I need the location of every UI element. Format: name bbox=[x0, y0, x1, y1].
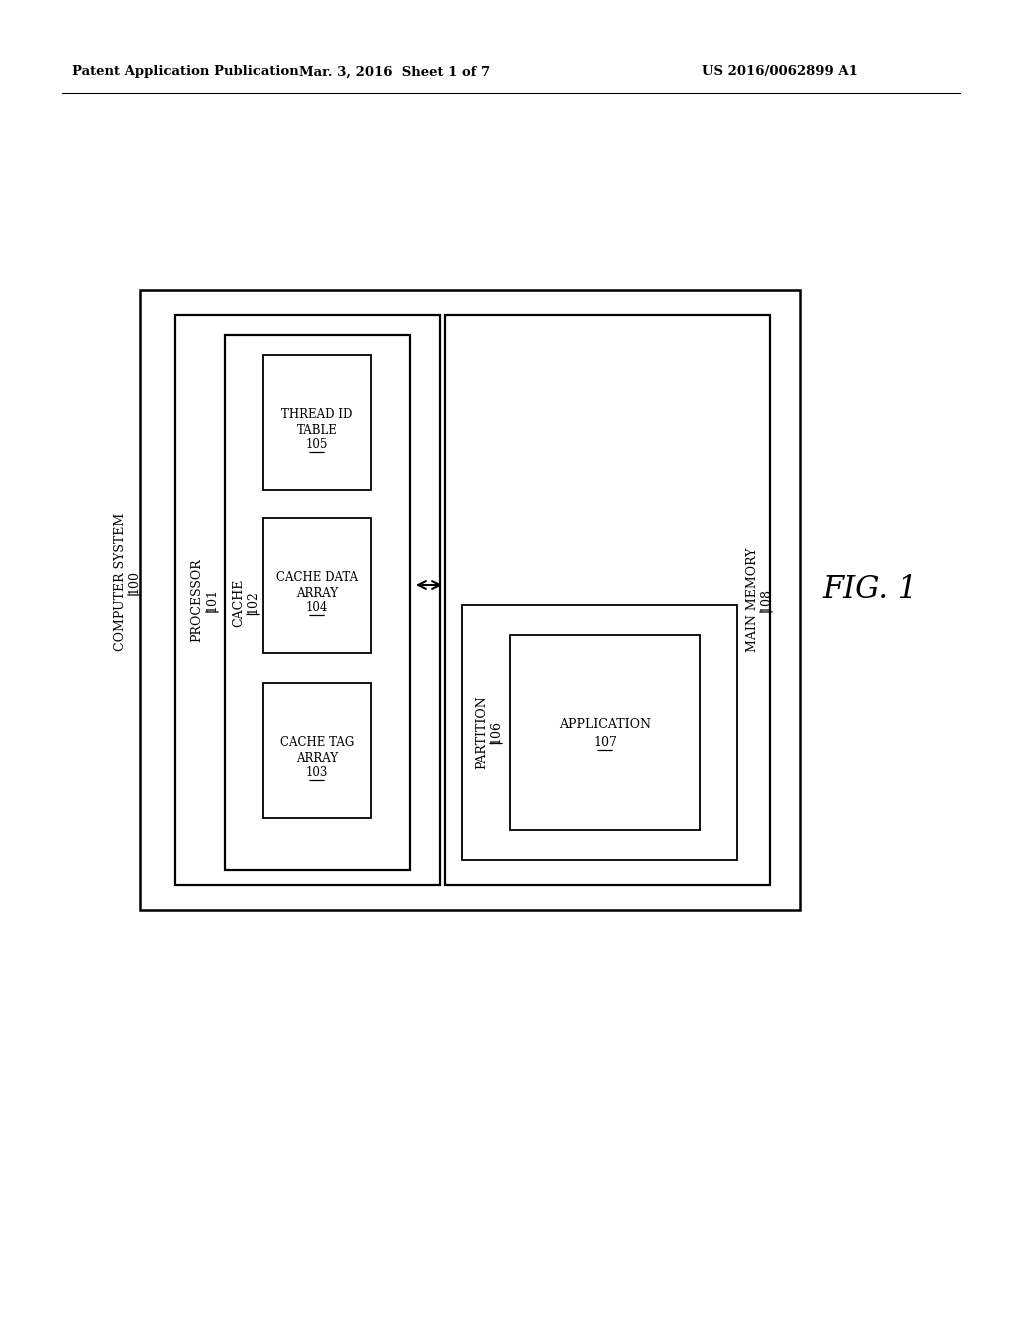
Text: CACHE DATA: CACHE DATA bbox=[275, 572, 358, 583]
Bar bbox=[225, 335, 410, 870]
Bar bbox=[462, 605, 737, 861]
Text: 102: 102 bbox=[247, 590, 259, 614]
Bar bbox=[263, 355, 371, 490]
Text: THREAD ID: THREAD ID bbox=[282, 408, 352, 421]
Bar bbox=[140, 290, 800, 909]
Text: 108: 108 bbox=[760, 587, 772, 612]
Bar bbox=[263, 517, 371, 653]
Text: APPLICATION: APPLICATION bbox=[559, 718, 651, 731]
Text: PARTITION: PARTITION bbox=[475, 696, 488, 770]
Text: 105: 105 bbox=[306, 438, 328, 451]
Text: MAIN MEMORY: MAIN MEMORY bbox=[745, 548, 759, 652]
Text: 106: 106 bbox=[489, 721, 503, 744]
Bar bbox=[445, 315, 770, 884]
Text: ARRAY: ARRAY bbox=[296, 752, 338, 766]
Text: US 2016/0062899 A1: US 2016/0062899 A1 bbox=[702, 66, 858, 78]
Bar bbox=[510, 635, 700, 830]
Text: PROCESSOR: PROCESSOR bbox=[190, 558, 204, 642]
Text: ARRAY: ARRAY bbox=[296, 587, 338, 601]
Text: 103: 103 bbox=[306, 766, 328, 779]
Text: 100: 100 bbox=[128, 570, 140, 594]
Text: CACHE: CACHE bbox=[232, 578, 246, 627]
Text: COMPUTER SYSTEM: COMPUTER SYSTEM bbox=[114, 513, 127, 651]
Text: 104: 104 bbox=[306, 601, 328, 614]
Text: CACHE TAG: CACHE TAG bbox=[280, 737, 354, 748]
Text: 107: 107 bbox=[593, 737, 616, 748]
Text: Mar. 3, 2016  Sheet 1 of 7: Mar. 3, 2016 Sheet 1 of 7 bbox=[299, 66, 490, 78]
Text: Patent Application Publication: Patent Application Publication bbox=[72, 66, 299, 78]
Text: FIG. 1: FIG. 1 bbox=[822, 574, 918, 606]
Text: 101: 101 bbox=[206, 587, 218, 612]
Bar bbox=[263, 682, 371, 818]
Text: TABLE: TABLE bbox=[297, 424, 338, 437]
Bar bbox=[175, 315, 440, 884]
